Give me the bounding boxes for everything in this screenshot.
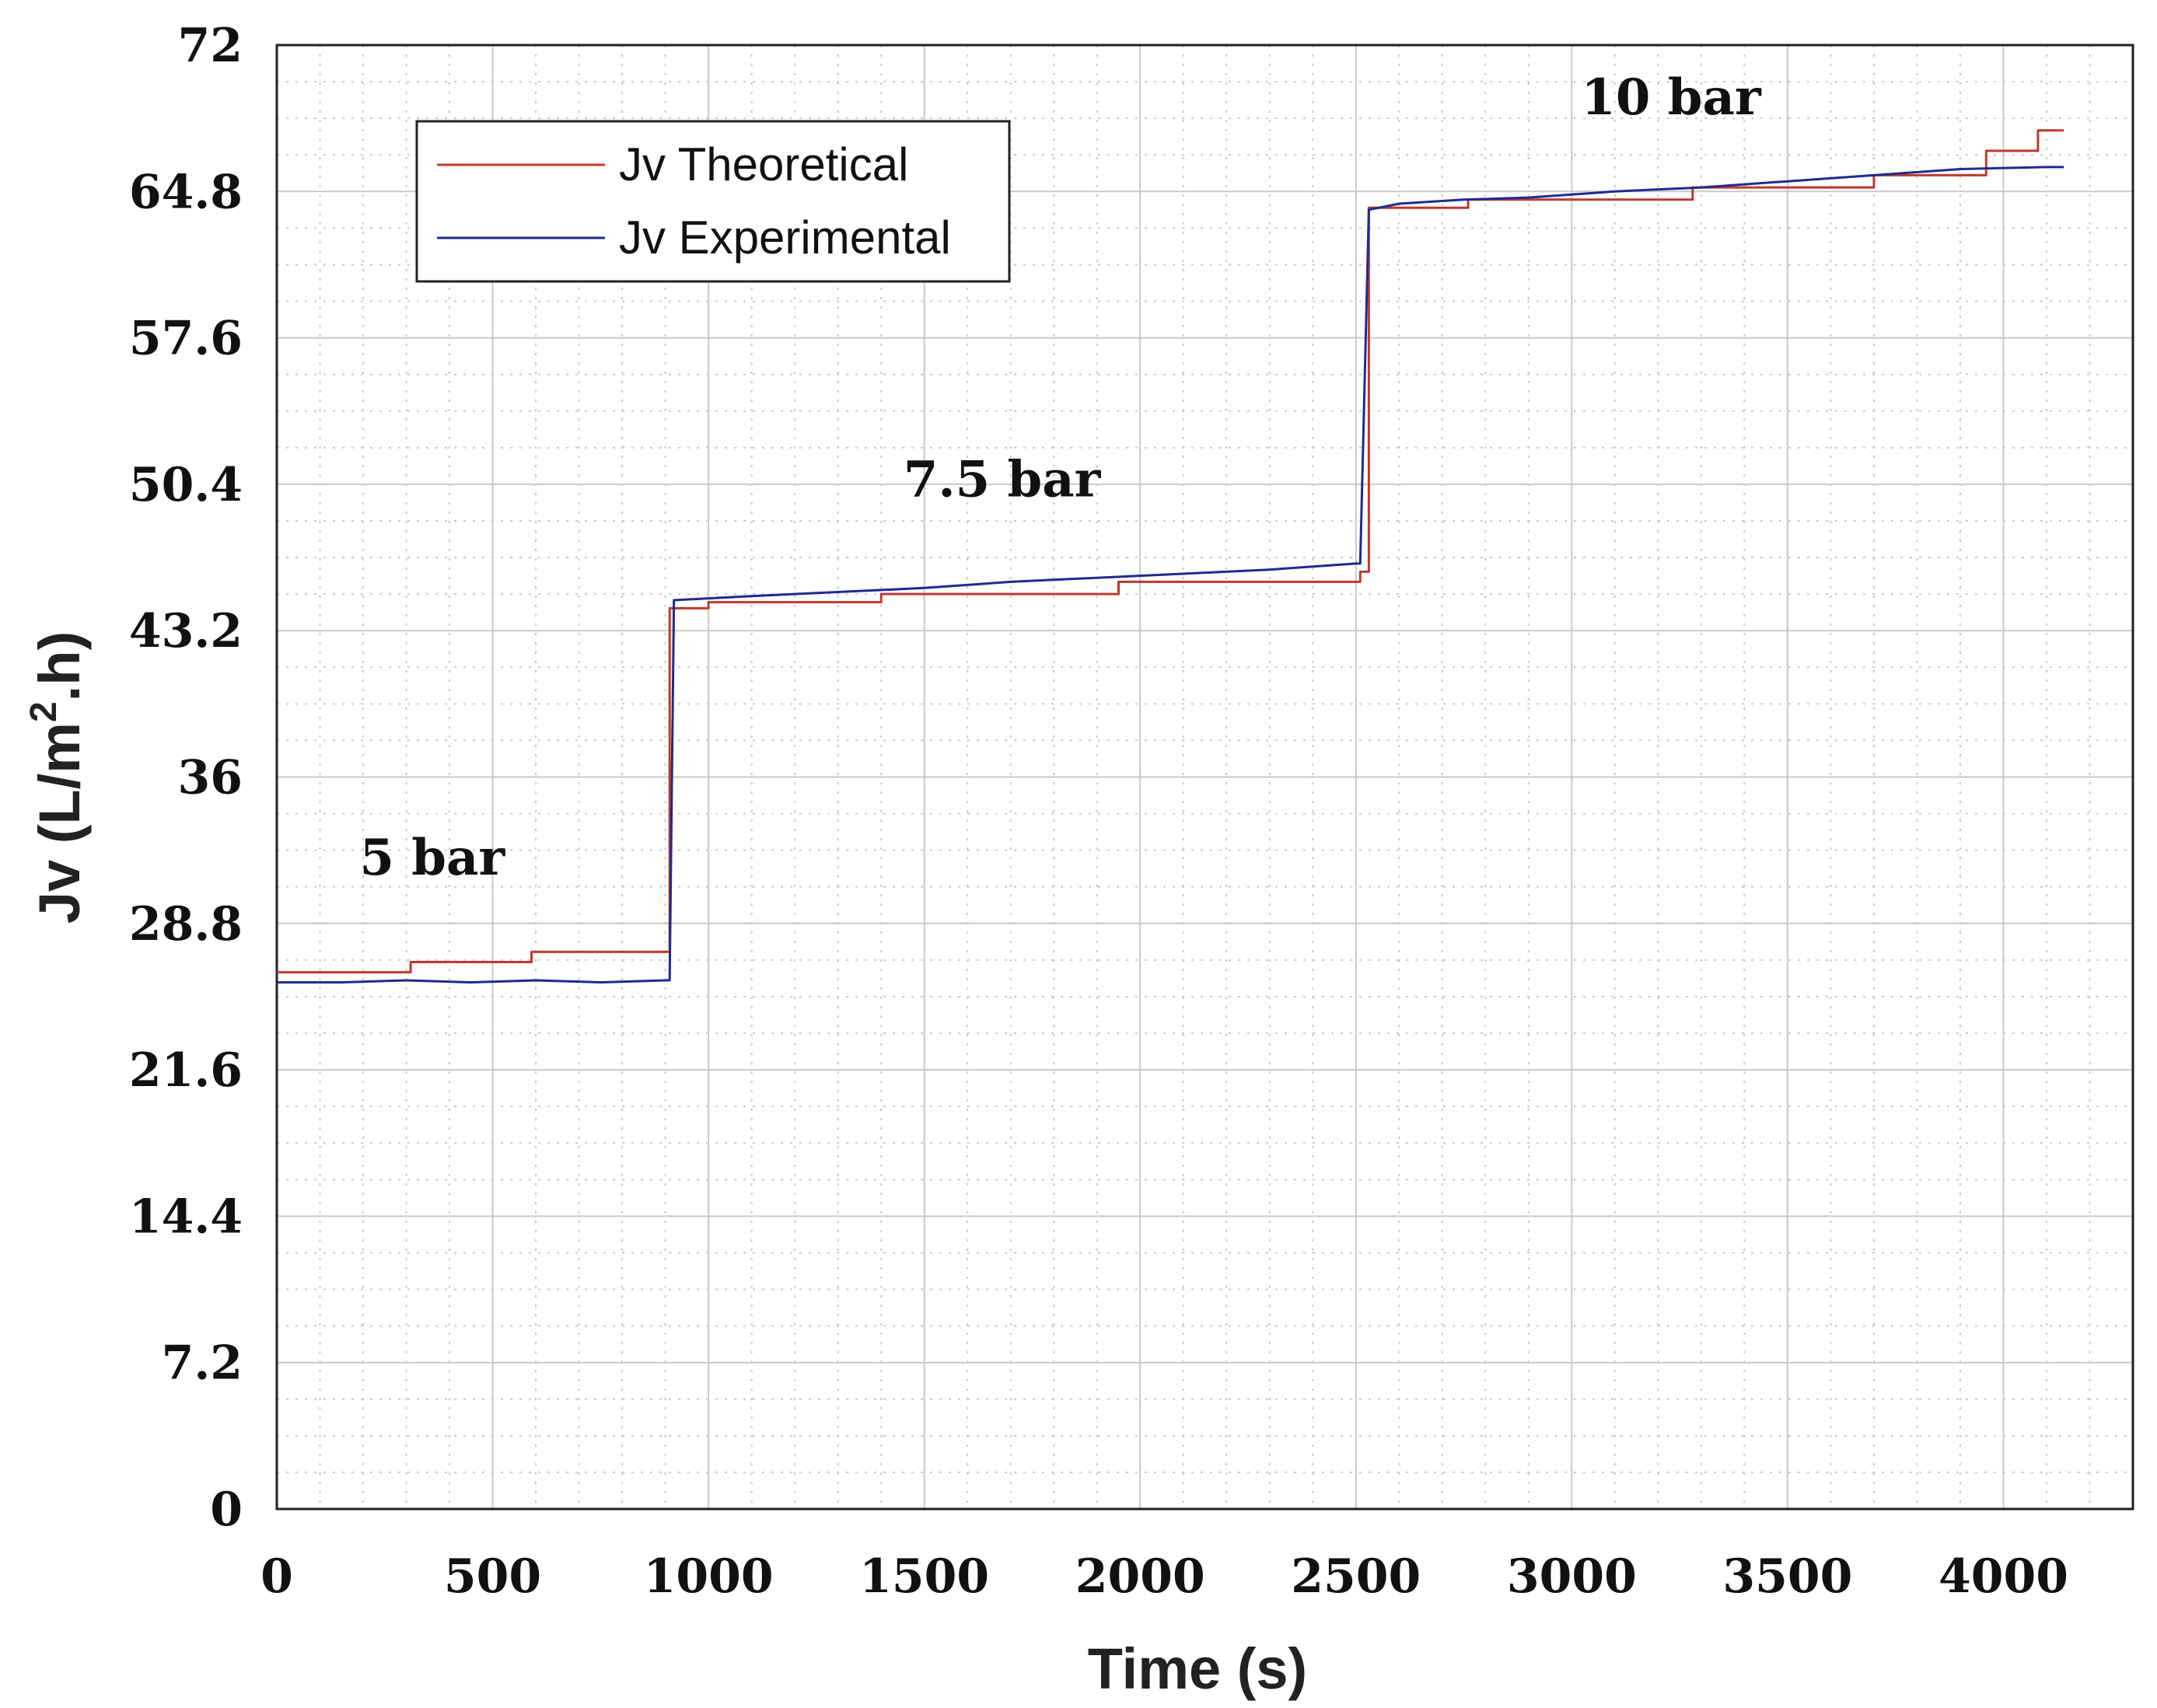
- x-tick-label: 500: [444, 1549, 541, 1604]
- y-axis-ticks: 0 7.2 14.4 21.6 28.8 36 43.2 50.4 57.6 64.8 72: [129, 19, 243, 1537]
- x-tick-label: 3500: [1722, 1549, 1852, 1604]
- y-tick-label: 7.2: [162, 1336, 243, 1391]
- y-tick-label: 21.6: [129, 1043, 243, 1098]
- y-tick-label: 50.4: [129, 458, 243, 512]
- pressure-annotation: 7.5 bar: [904, 451, 1102, 509]
- pressure-annotations: 5 bar 7.5 bar 10 bar: [359, 68, 1761, 887]
- y-tick-label: 57.6: [129, 312, 243, 366]
- x-tick-label: 1500: [859, 1549, 989, 1604]
- y-axis-label-tail: .h): [27, 631, 92, 701]
- legend: Jv Theoretical Jv Experimental: [415, 120, 1011, 283]
- x-axis-label: Time (s): [1088, 1636, 1307, 1701]
- y-axis-label-main: Jv (L/m: [27, 722, 92, 924]
- x-tick-label: 4000: [1939, 1549, 2068, 1604]
- legend-box: [415, 120, 1011, 283]
- x-tick-label: 3000: [1507, 1549, 1637, 1604]
- y-tick-label: 36: [178, 751, 243, 805]
- x-tick-label: 1000: [644, 1549, 774, 1604]
- y-tick-label: 28.8: [129, 897, 243, 952]
- y-axis-label-sup: 2: [23, 701, 65, 722]
- series-line-jv-theoretical: [277, 129, 2064, 974]
- plot-grid: [277, 45, 2133, 1509]
- y-tick-label: 72: [178, 19, 243, 73]
- x-tick-label: 2500: [1291, 1549, 1421, 1604]
- plot-frame: [275, 44, 2134, 1511]
- series-layer: [277, 129, 2064, 984]
- x-axis-ticks: 0 500 1000 1500 2000 2500 3000 3500 4000: [260, 1549, 2068, 1604]
- y-tick-label: 14.4: [129, 1189, 243, 1244]
- pressure-annotation: 10 bar: [1581, 68, 1762, 127]
- pressure-annotation: 5 bar: [359, 829, 505, 887]
- x-tick-label: 0: [260, 1549, 293, 1604]
- x-tick-label: 2000: [1075, 1549, 1205, 1604]
- legend-label-experimental: Jv Experimental: [619, 211, 951, 264]
- y-tick-label: 43.2: [129, 604, 243, 658]
- legend-label-theoretical: Jv Theoretical: [619, 138, 908, 190]
- y-tick-label: 64.8: [129, 165, 243, 219]
- y-axis-label: Jv (L/m2.h): [23, 631, 92, 924]
- series-line-jv-experimental: [277, 166, 2064, 984]
- y-tick-label: 0: [210, 1483, 243, 1537]
